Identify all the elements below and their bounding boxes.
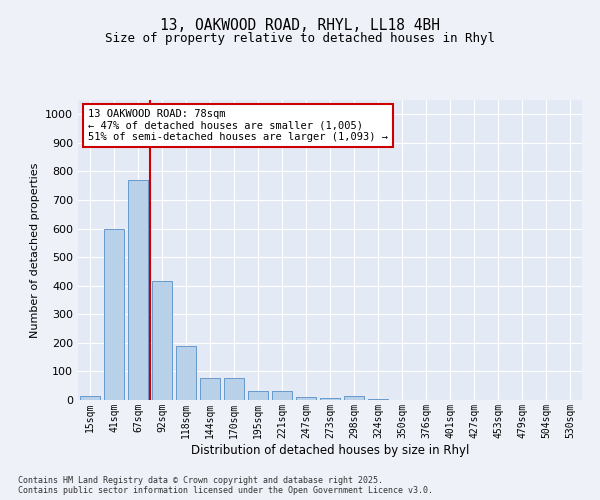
Bar	[368, 398, 388, 400]
Bar	[128, 180, 148, 400]
Bar	[296, 396, 316, 400]
Bar	[248, 391, 268, 400]
Bar	[320, 398, 340, 400]
Bar	[80, 396, 100, 400]
Bar	[344, 396, 364, 400]
Bar	[200, 378, 220, 400]
Bar	[176, 346, 196, 400]
Text: 13, OAKWOOD ROAD, RHYL, LL18 4BH: 13, OAKWOOD ROAD, RHYL, LL18 4BH	[160, 18, 440, 32]
Text: Size of property relative to detached houses in Rhyl: Size of property relative to detached ho…	[105, 32, 495, 45]
Text: Contains HM Land Registry data © Crown copyright and database right 2025.
Contai: Contains HM Land Registry data © Crown c…	[18, 476, 433, 495]
Bar	[152, 282, 172, 400]
X-axis label: Distribution of detached houses by size in Rhyl: Distribution of detached houses by size …	[191, 444, 469, 456]
Text: 13 OAKWOOD ROAD: 78sqm
← 47% of detached houses are smaller (1,005)
51% of semi-: 13 OAKWOOD ROAD: 78sqm ← 47% of detached…	[88, 109, 388, 142]
Bar	[104, 228, 124, 400]
Bar	[224, 378, 244, 400]
Bar	[272, 391, 292, 400]
Y-axis label: Number of detached properties: Number of detached properties	[29, 162, 40, 338]
